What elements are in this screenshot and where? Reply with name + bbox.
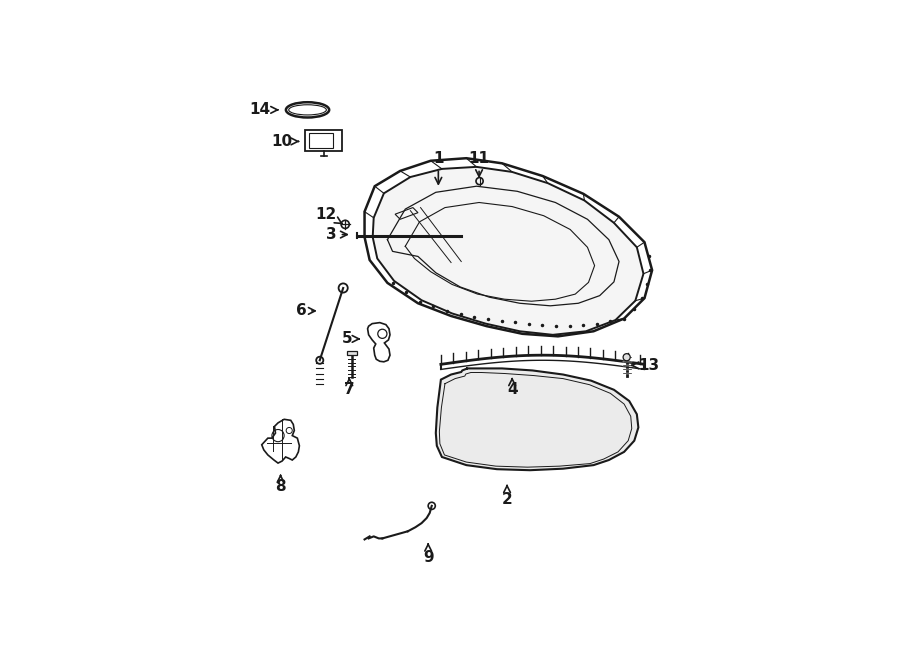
Text: 3: 3 <box>326 227 347 242</box>
Polygon shape <box>436 368 638 470</box>
Circle shape <box>623 354 630 361</box>
Text: 1: 1 <box>433 151 444 184</box>
Text: 6: 6 <box>295 303 315 319</box>
Bar <box>346 351 357 355</box>
Text: 2: 2 <box>501 486 512 507</box>
Text: 7: 7 <box>344 379 355 397</box>
Text: 10: 10 <box>272 134 299 149</box>
Bar <box>305 130 342 151</box>
Polygon shape <box>373 167 644 335</box>
Text: 5: 5 <box>341 331 359 346</box>
Text: 11: 11 <box>469 151 490 176</box>
Text: 13: 13 <box>632 358 659 373</box>
Text: 12: 12 <box>316 207 342 224</box>
Text: 8: 8 <box>275 475 286 494</box>
Text: 14: 14 <box>249 102 277 118</box>
Bar <box>309 134 333 147</box>
Text: 9: 9 <box>423 544 434 565</box>
Text: 4: 4 <box>507 379 517 397</box>
